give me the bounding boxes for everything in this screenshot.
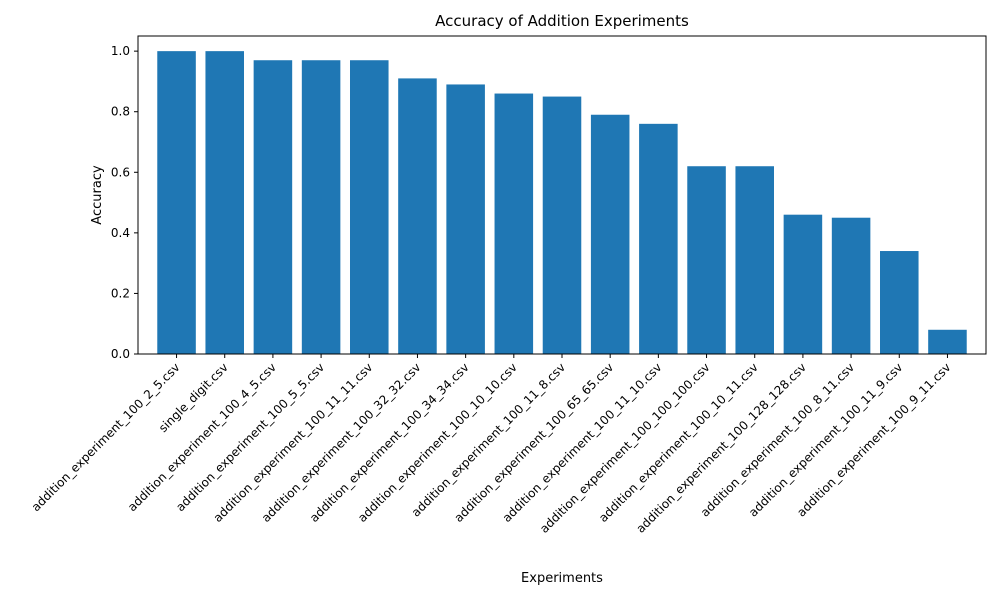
y-axis: 0.0 0.2 0.4 0.6 0.8 1.0 [111,44,138,361]
y-axis-label: Accuracy [90,165,105,225]
bars-layer [157,51,967,355]
x-tick-label: addition_experiment_100_128_128.csv [633,360,809,536]
bar [398,78,437,355]
x-axis-label: Experiments [521,571,603,586]
bar [253,60,293,354]
x-tick-label: addition_experiment_100_2_5.csv [29,360,183,514]
y-tick-label: 0.0 [111,347,130,361]
bar [783,214,823,354]
bar [446,84,485,354]
chart-title: Accuracy of Addition Experiments [435,12,689,30]
bar [301,60,341,354]
bar [928,329,967,354]
bar [494,93,534,355]
bar [687,166,726,354]
bar [735,166,774,354]
x-axis: addition_experiment_100_2_5.csvsingle_di… [29,354,954,536]
x-tick-label: addition_experiment_100_100_100.csv [537,360,713,536]
bar [350,60,389,354]
bar [639,123,678,354]
y-tick-label: 0.6 [111,165,130,179]
y-tick-label: 0.4 [111,226,130,240]
bar [831,217,871,354]
y-tick-label: 1.0 [111,44,130,58]
y-tick-label: 0.2 [111,286,130,300]
bar [205,51,244,355]
bar [590,114,630,354]
bar [880,251,919,354]
y-tick-label: 0.8 [111,105,130,119]
bar [542,96,582,355]
bar [157,51,196,355]
